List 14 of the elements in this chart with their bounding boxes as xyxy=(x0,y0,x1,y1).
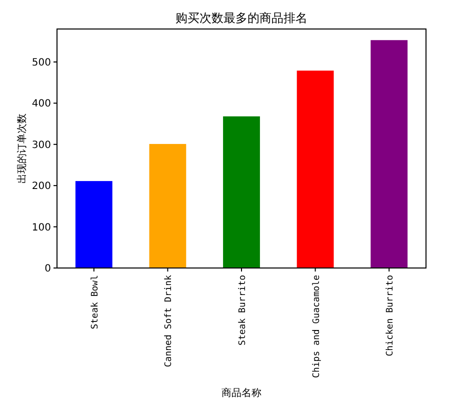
y-axis-title: 出现的订单次数 xyxy=(16,114,28,184)
y-tick-label: 400 xyxy=(32,98,51,110)
y-tick-label: 100 xyxy=(32,222,51,234)
y-tick-label: 500 xyxy=(32,57,51,68)
x-tick-label: Steak Burrito xyxy=(238,275,248,346)
y-tick-label: 0 xyxy=(44,264,51,274)
x-tick-label: Chips and Guacamole xyxy=(312,275,322,378)
x-tick-label: Steak Bowl xyxy=(90,275,100,330)
x-tick-label: Canned Soft Drink xyxy=(164,274,174,368)
y-tick-label: 300 xyxy=(32,140,51,151)
chart-title: 购买次数最多的商品排名 xyxy=(176,11,308,25)
x-tick-label: Chicken Burrito xyxy=(386,275,396,356)
x-axis-title: 商品名称 xyxy=(222,387,262,399)
y-tick-label: 200 xyxy=(32,181,51,192)
